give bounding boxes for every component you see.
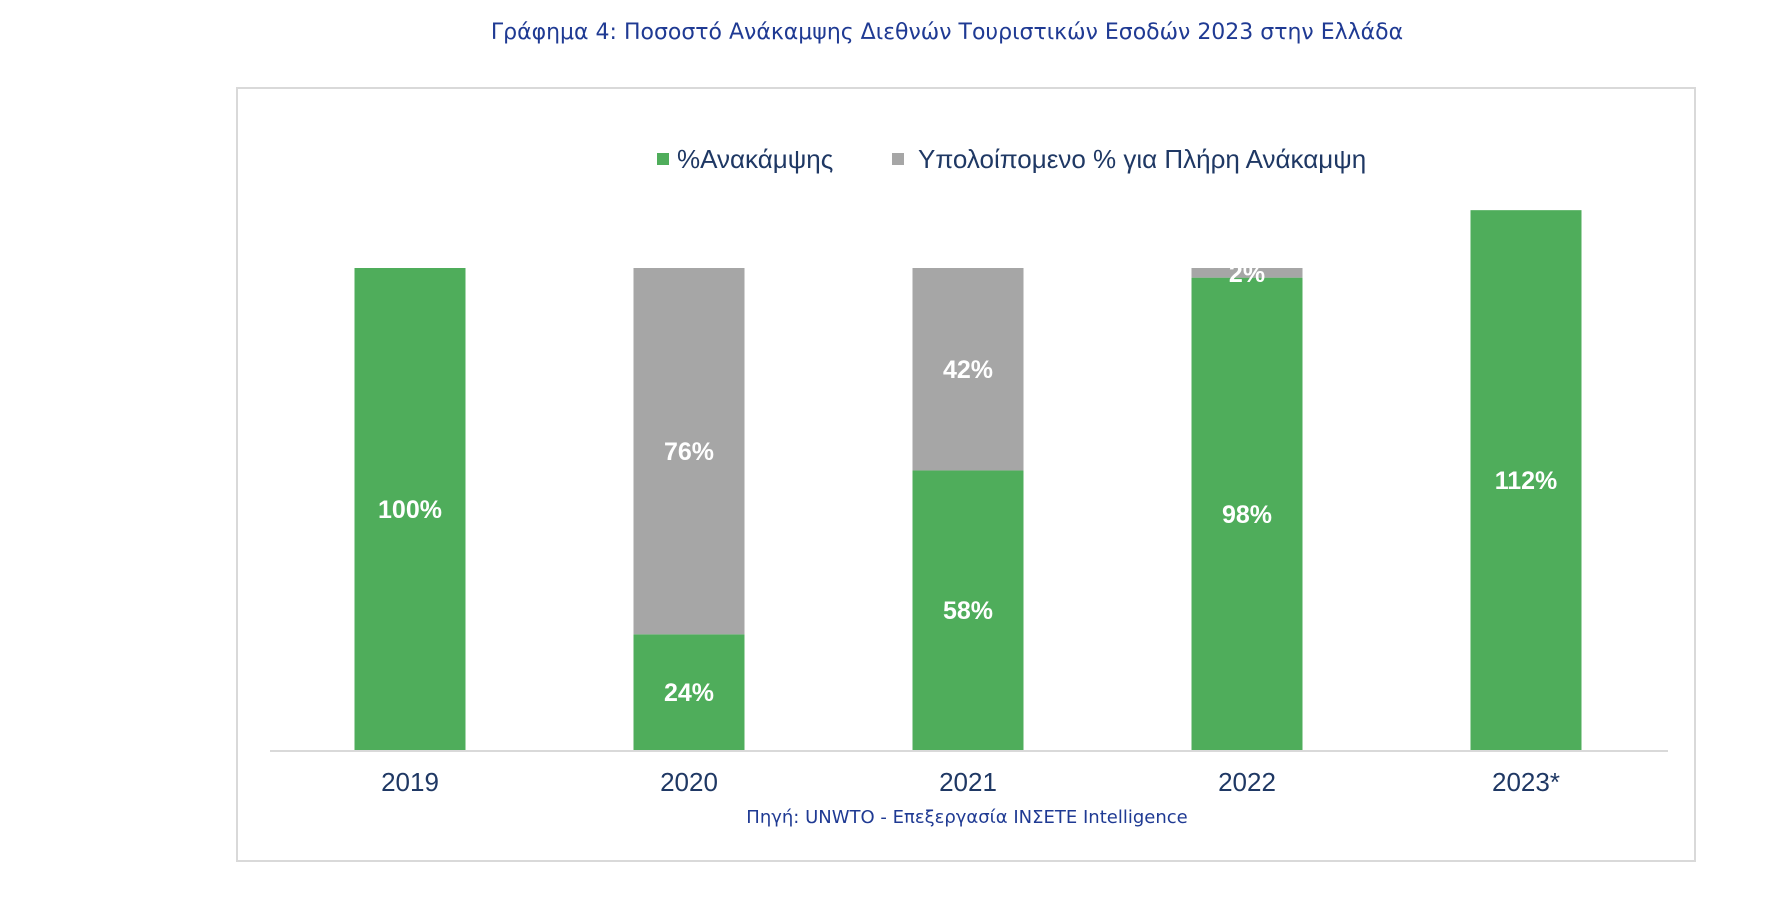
- x-tick-2023*: 2023*: [1492, 767, 1560, 797]
- data-label-0-2022: 98%: [1222, 501, 1272, 529]
- legend: %Ανακάμψης Υπολοίπομενο % για Πλήρη Ανάκα…: [657, 144, 1366, 174]
- bars: [354, 210, 1582, 750]
- data-label-0-2023*: 112%: [1495, 467, 1558, 495]
- bar-0-2021: [912, 470, 1024, 750]
- bar-0-2022: [1191, 277, 1303, 750]
- x-tick-2020: 2020: [660, 767, 718, 797]
- x-tick-2019: 2019: [381, 767, 439, 797]
- data-label-1-2022: 2%: [1229, 260, 1265, 288]
- bar-1-2021: [912, 268, 1024, 471]
- legend-label-0: %Ανακάμψης: [677, 144, 833, 174]
- legend-swatch-0: [657, 153, 669, 165]
- data-label-1-2021: 42%: [943, 356, 993, 384]
- x-tick-2021: 2021: [939, 767, 997, 797]
- bar-1-2022: [1191, 268, 1303, 278]
- bar-0-2023*: [1470, 210, 1582, 750]
- source-note: Πηγή: UNWTO - Επεξεργασία ΙΝΣΕΤΕ Intelli…: [746, 807, 1188, 828]
- x-axis-ticks: 2019 2020 2021 2022 2023*: [381, 767, 1560, 797]
- data-label-1-2020: 76%: [664, 438, 714, 466]
- chart-title: Γράφημα 4: Ποσοστό Ανάκαμψης Διεθνών Του…: [490, 20, 1404, 45]
- x-tick-2022: 2022: [1218, 767, 1276, 797]
- data-label-0-2019: 100%: [378, 496, 442, 524]
- data-label-0-2020: 24%: [664, 679, 714, 707]
- data-label-0-2021: 58%: [943, 597, 993, 625]
- bar-0-2020: [633, 634, 745, 750]
- legend-swatch-1: [892, 153, 904, 165]
- bar-0-2019: [354, 268, 466, 750]
- legend-label-1: Υπολοίπομενο % για Πλήρη Ανάκαμψη: [918, 144, 1366, 174]
- data-labels: 100% 24% 76% 58% 42% 98% 2% 112%: [378, 260, 1557, 707]
- bar-1-2020: [633, 268, 745, 635]
- chart-frame: [236, 87, 1696, 862]
